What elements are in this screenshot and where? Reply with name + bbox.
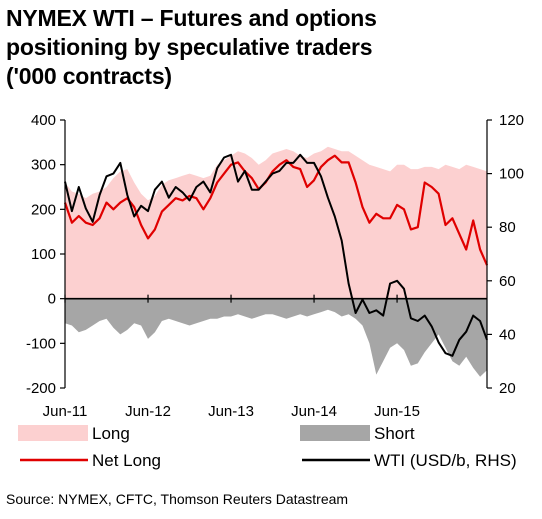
- right-tick-label: 40: [499, 326, 516, 343]
- series-short-area: [65, 298, 487, 377]
- x-tick-label: Jun-14: [291, 403, 337, 420]
- left-tick-label: -200: [26, 380, 56, 397]
- plot-area: [63, 146, 489, 377]
- axes: -200 -100 0 100 200 300 400 20 40 60 80 100 120 Jun-1…: [26, 112, 524, 420]
- legend-label: Short: [374, 424, 415, 443]
- legend: Long Short Net Long WTI (USD/b, RHS): [18, 424, 517, 470]
- left-tick-label: 0: [48, 291, 56, 308]
- legend-item: Short: [300, 424, 415, 443]
- left-tick-label: -100: [26, 335, 56, 352]
- legend-swatch: [300, 425, 370, 441]
- legend-swatch: [18, 425, 88, 441]
- x-tick-label: Jun-13: [208, 403, 254, 420]
- right-tick-label: 80: [499, 219, 516, 236]
- right-tick-label: 20: [499, 380, 516, 397]
- source-note: Source: NYMEX, CFTC, Thomson Reuters Dat…: [6, 491, 349, 507]
- series-net-long-line: [63, 154, 489, 266]
- left-tick-label: 100: [31, 246, 56, 263]
- legend-item: Net Long: [20, 451, 161, 470]
- x-tick-label: Jun-11: [43, 403, 88, 420]
- series-long-area: [65, 146, 487, 299]
- right-tick-label: 120: [499, 112, 524, 129]
- legend-label: Long: [92, 424, 130, 443]
- left-tick-label: 300: [31, 157, 56, 174]
- chart-title-line-1: NYMEX WTI – Futures and options: [6, 5, 377, 31]
- left-tick-label: 200: [31, 201, 56, 218]
- left-tick-label: 400: [31, 112, 56, 129]
- chart-title: NYMEX WTI – Futures and options position…: [6, 4, 536, 91]
- x-tick-label: Jun-15: [374, 403, 420, 420]
- chart-title-line-2: positioning by speculative traders: [6, 34, 373, 60]
- x-tick-label: Jun-12: [125, 403, 171, 420]
- legend-label: Net Long: [92, 451, 161, 470]
- legend-label: WTI (USD/b, RHS): [374, 451, 517, 470]
- right-tick-label: 60: [499, 273, 516, 290]
- right-tick-label: 100: [499, 166, 524, 183]
- series-wti-line: [64, 153, 488, 357]
- positioning-chart: -200 -100 0 100 200 300 400 20 40 60 80 100 120 Jun-1…: [18, 112, 524, 470]
- legend-item: WTI (USD/b, RHS): [302, 451, 517, 470]
- chart-title-line-3: ('000 contracts): [6, 63, 172, 89]
- legend-item: Long: [18, 424, 130, 443]
